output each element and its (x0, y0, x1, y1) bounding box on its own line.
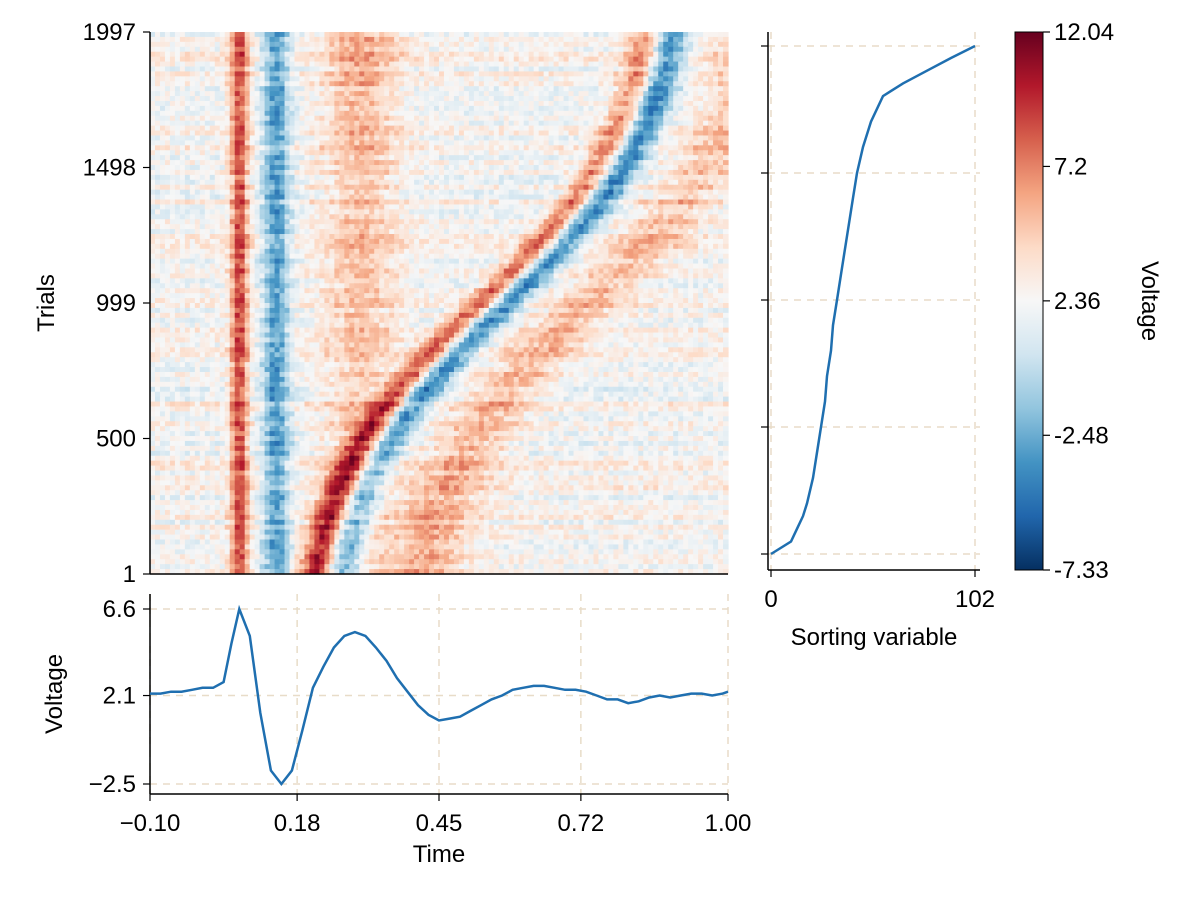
heatmap-y-tick-label: 1498 (83, 155, 136, 182)
colorbar: -7.33 -2.48 2.36 7.2 12.04 Voltage (1014, 19, 1163, 584)
erp-x-tick-label: 0.45 (416, 810, 463, 837)
erp-x-tick-label: 0.18 (274, 810, 321, 837)
sorting-panel-grid (761, 32, 980, 570)
sorting-panel-x-ticks: 0 102 (764, 570, 995, 613)
colorbar-ticks: -7.33 -2.48 2.36 7.2 12.04 (1043, 19, 1114, 584)
colorbar-tick-label: -7.33 (1054, 557, 1109, 584)
erp-average-panel: −0.10 0.18 0.45 0.72 1.00 −2.5 2.1 6.6 Time Vo… (41, 594, 751, 868)
erp-y-tick-label: −2.5 (89, 771, 136, 798)
sorting-panel-x-axis-label: Sorting variable (791, 624, 958, 651)
heatmap-y-tick-label: 999 (96, 290, 136, 317)
erp-x-axis-label: Time (413, 841, 465, 868)
colorbar-gradient (1014, 31, 1044, 571)
sorting-panel-x-tick-label: 0 (764, 586, 777, 613)
erp-x-tick-label: 1.00 (705, 810, 752, 837)
erp-y-tick-label: 2.1 (103, 683, 136, 710)
colorbar-tick-label: 12.04 (1054, 19, 1114, 46)
sorting-variable-panel: 0 102 Sorting variable (761, 32, 995, 651)
heatmap-y-tick-label: 500 (96, 426, 136, 453)
erp-y-ticks: −2.5 2.1 6.6 (89, 596, 150, 798)
erp-x-tick-label: 0.72 (558, 810, 605, 837)
erp-y-axis-label: Voltage (41, 654, 68, 734)
colorbar-tick-label: 7.2 (1054, 153, 1087, 180)
sorting-variable-curve (770, 44, 976, 556)
erp-image-cells (150, 32, 729, 575)
erp-x-ticks: −0.10 0.18 0.45 0.72 1.00 (120, 794, 752, 837)
colorbar-tick-label: 2.36 (1054, 288, 1101, 315)
erp-panel-grid (149, 594, 729, 794)
erp-image-panel: 1 500 999 1498 1997 Trials (33, 19, 729, 588)
erp-average-curve (150, 604, 729, 787)
colorbar-label: Voltage (1136, 261, 1163, 341)
erp-y-tick-label: 6.6 (103, 596, 136, 623)
heatmap-y-tick-label: 1997 (83, 19, 136, 46)
heatmap-y-tick-label: 1 (123, 561, 136, 588)
heatmap-y-ticks: 1 500 999 1498 1997 (83, 19, 150, 588)
heatmap-y-axis-label: Trials (33, 274, 60, 332)
sorting-panel-x-tick-label: 102 (955, 586, 995, 613)
erp-x-tick-label: −0.10 (120, 810, 181, 837)
colorbar-tick-label: -2.48 (1054, 422, 1109, 449)
